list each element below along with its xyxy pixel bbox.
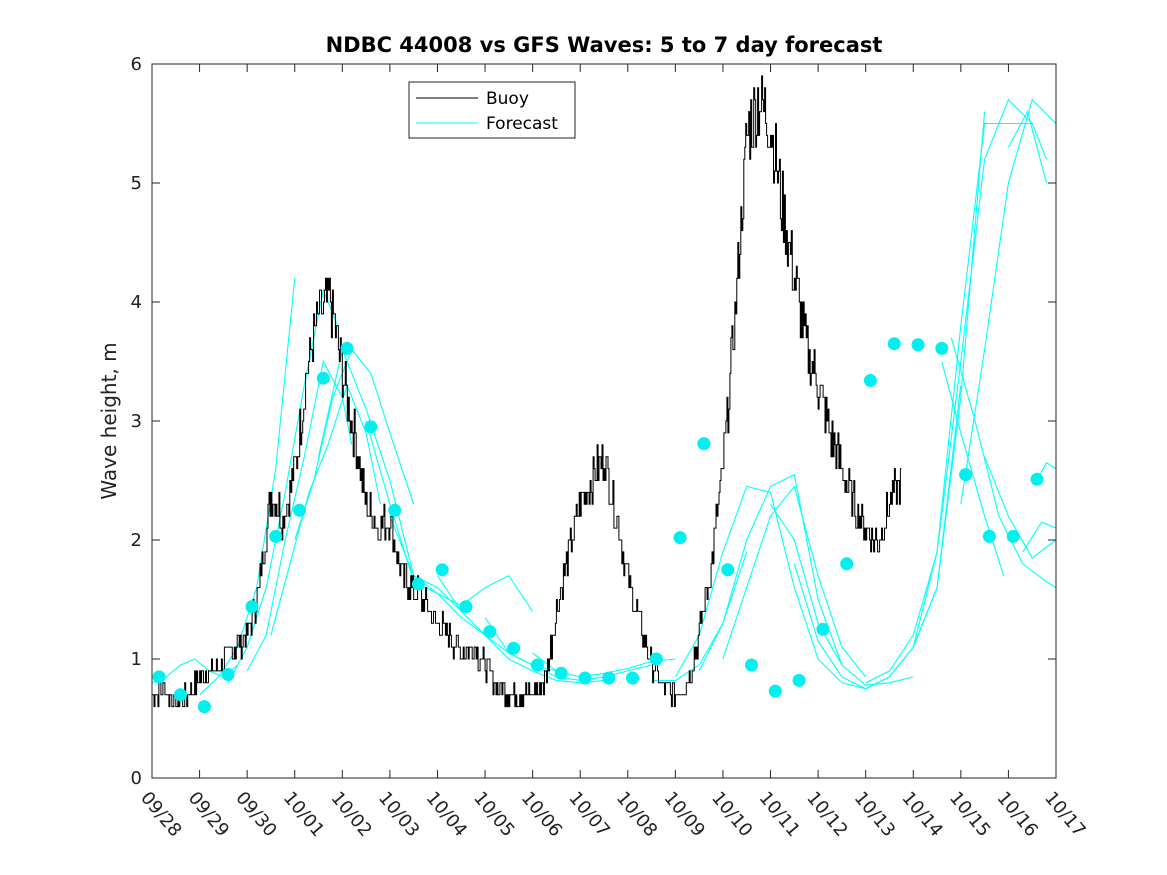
legend-label-buoy: Buoy: [486, 89, 529, 109]
forecast-marker: [673, 531, 687, 545]
y-tick-label: 4: [131, 292, 142, 313]
forecast-line-23: [941, 361, 1005, 576]
forecast-marker: [245, 600, 259, 614]
forecast-marker: [697, 437, 711, 451]
forecast-line-19: [865, 98, 1033, 684]
forecast-line-2: [227, 288, 339, 684]
forecast-marker: [840, 557, 854, 571]
forecast-marker: [530, 658, 544, 672]
forecast-line-14: [698, 473, 843, 672]
y-tick-label: 3: [131, 411, 142, 432]
forecast-marker: [435, 563, 449, 577]
forecast-line-7: [365, 420, 534, 612]
forecast-marker: [411, 577, 425, 591]
forecast-marker: [768, 684, 782, 698]
forecast-marker: [863, 374, 877, 387]
forecast-marker: [887, 337, 901, 351]
forecast-marker: [174, 688, 187, 702]
forecast-line-10: [484, 617, 652, 681]
forecast-line-4: [270, 383, 381, 636]
forecast-marker: [483, 625, 497, 639]
forecast-line-18: [817, 111, 986, 690]
y-tick-label: 2: [131, 530, 142, 551]
forecast-line-12: [651, 551, 748, 681]
forecast-line-22: [1007, 110, 1048, 184]
forecast-marker: [745, 658, 758, 672]
forecast-marker: [935, 341, 949, 355]
forecast-marker: [316, 371, 330, 385]
forecast-line-26: [1022, 521, 1056, 553]
forecast-marker: [388, 503, 402, 517]
forecast-marker: [721, 563, 735, 577]
forecast-line-20: [912, 122, 1048, 648]
forecast-marker: [1030, 472, 1044, 486]
forecast-marker: [578, 671, 592, 685]
buoy-line: [152, 75, 902, 708]
forecast-marker-group: [152, 337, 1044, 714]
forecast-marker: [269, 529, 283, 543]
forecast-line-1: [199, 278, 296, 696]
y-tick-label: 6: [131, 54, 142, 75]
legend-label-forecast: Forecast: [486, 114, 558, 134]
forecast-marker: [152, 670, 166, 684]
y-axis-label: Wave height, m: [97, 342, 121, 499]
forecast-marker: [364, 420, 378, 434]
forecast-line-16: [770, 503, 914, 686]
y-tick-label: 1: [131, 649, 142, 670]
forecast-line-25: [984, 456, 1056, 559]
forecast-marker: [293, 503, 306, 517]
forecast-marker: [792, 673, 806, 687]
buoy-series-group: [152, 75, 902, 708]
forecast-marker: [626, 671, 639, 685]
forecast-line-15: [722, 485, 867, 678]
forecast-marker: [911, 338, 925, 352]
forecast-marker: [459, 600, 473, 614]
forecast-marker: [507, 641, 521, 655]
forecast-marker: [649, 652, 663, 666]
forecast-marker: [340, 341, 354, 355]
forecast-line-9: [437, 575, 605, 684]
forecast-marker: [554, 666, 568, 680]
forecast-line-21: [960, 98, 1056, 505]
forecast-marker: [982, 529, 996, 543]
y-tick-label: 5: [131, 173, 142, 194]
legend: Buoy Forecast: [408, 81, 576, 139]
forecast-marker: [197, 700, 211, 714]
legend-box: [408, 81, 576, 139]
y-tick-label: 0: [131, 768, 142, 789]
forecast-marker: [1006, 529, 1020, 543]
chart-title: NDBC 44008 vs GFS Waves: 5 to 7 day fore…: [326, 33, 883, 57]
forecast-marker: [816, 622, 830, 636]
forecast-marker: [959, 468, 973, 482]
forecast-marker: [221, 668, 235, 681]
forecast-marker: [602, 671, 616, 685]
